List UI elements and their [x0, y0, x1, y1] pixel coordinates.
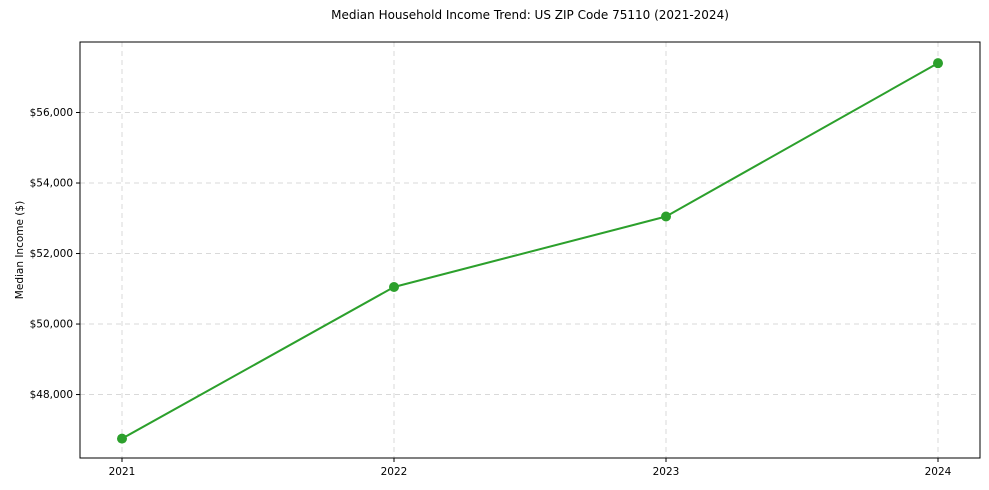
x-tick-label: 2022: [381, 466, 408, 478]
axes-box: [79, 41, 981, 459]
data-point-marker: [389, 282, 399, 293]
income-trend-line: [121, 62, 939, 440]
data-point-marker: [933, 58, 943, 69]
y-tick-label: $50,000: [30, 319, 73, 331]
x-tick-label: 2024: [925, 466, 952, 478]
data-point-marker: [661, 211, 671, 222]
x-tick-label: 2023: [653, 466, 680, 478]
x-tick-label: 2021: [109, 466, 136, 478]
y-tick-label: $54,000: [30, 178, 73, 190]
y-tick-label: $52,000: [30, 248, 73, 260]
plot-background: [80, 42, 980, 458]
data-point-marker: [117, 433, 127, 444]
y-tick-label: $48,000: [30, 389, 73, 401]
y-tick-label: $56,000: [30, 107, 73, 119]
chart-title: Median Household Income Trend: US ZIP Co…: [331, 8, 729, 22]
